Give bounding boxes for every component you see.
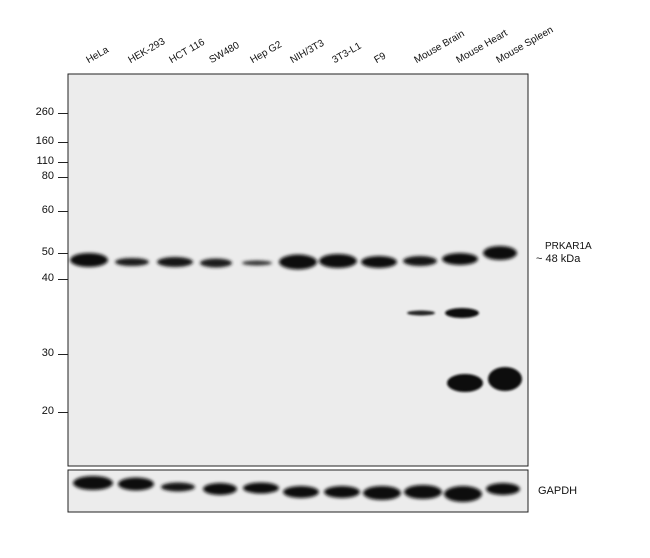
marker-tick [58, 162, 68, 163]
band [243, 482, 279, 494]
marker-tick [58, 211, 68, 212]
marker-tick [58, 412, 68, 413]
band [404, 485, 442, 499]
band [73, 476, 113, 490]
band [444, 486, 482, 502]
band [118, 477, 154, 491]
marker-label: 30 [41, 347, 54, 359]
band [483, 246, 517, 260]
band [324, 486, 360, 498]
gapdh-bands [73, 476, 520, 502]
band [488, 367, 522, 391]
band [242, 260, 272, 266]
main-blot-panel [67, 73, 529, 467]
band [161, 482, 195, 492]
marker-tick [58, 142, 68, 143]
marker-tick [58, 279, 68, 280]
band [115, 258, 149, 266]
band [445, 308, 479, 318]
marker-label: 40 [41, 272, 54, 284]
band [486, 483, 520, 495]
band [442, 253, 478, 265]
band [361, 256, 397, 268]
marker-label: 110 [36, 155, 54, 167]
band [200, 258, 232, 268]
marker-label: 260 [35, 106, 54, 118]
band [403, 256, 437, 266]
prkar1a-bands [70, 246, 517, 270]
secondary-bands [407, 308, 522, 392]
marker-tick [58, 253, 68, 254]
marker-label: 160 [35, 135, 54, 147]
band [447, 374, 483, 392]
marker-label: 60 [41, 204, 54, 216]
loading-control-label: GAPDH [538, 485, 578, 497]
marker-tick [58, 354, 68, 355]
band [407, 310, 435, 316]
marker-label: 20 [41, 405, 54, 417]
target-size: ~ 48 kDa [536, 253, 581, 265]
band [319, 254, 357, 268]
marker-label: 80 [41, 170, 54, 182]
band [283, 486, 319, 498]
target-name: PRKAR1A [545, 241, 592, 252]
band [157, 257, 193, 267]
band [203, 483, 237, 495]
band [279, 254, 317, 270]
marker-tick [58, 177, 68, 178]
marker-tick [58, 113, 68, 114]
band [363, 486, 401, 500]
marker-label: 50 [41, 246, 54, 258]
band [70, 253, 108, 267]
